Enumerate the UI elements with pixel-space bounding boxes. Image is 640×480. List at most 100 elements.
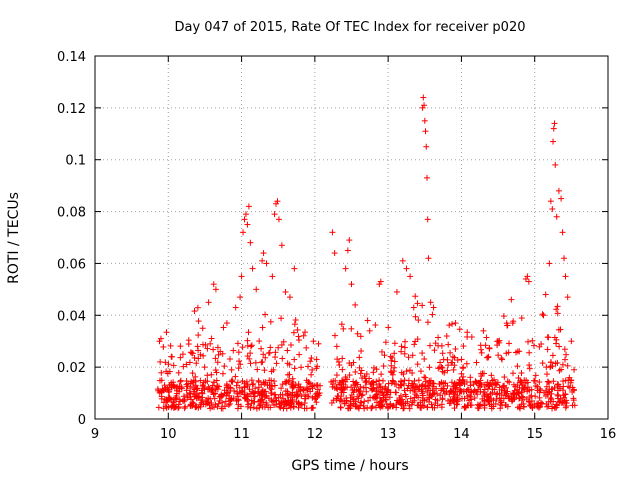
- data-point: [544, 403, 551, 410]
- data-point: [194, 385, 201, 392]
- data-point: [298, 401, 305, 408]
- y-tick-label: 0.02: [57, 361, 86, 376]
- data-point: [411, 377, 418, 384]
- data-point: [248, 400, 255, 407]
- data-point: [244, 221, 251, 228]
- data-point: [286, 377, 293, 384]
- data-point: [307, 358, 314, 365]
- data-point: [568, 338, 575, 345]
- data-point: [501, 374, 508, 381]
- data-point: [182, 403, 189, 410]
- data-point: [562, 391, 569, 398]
- data-point: [278, 315, 285, 322]
- data-point: [257, 397, 264, 404]
- data-point: [258, 389, 265, 396]
- data-point: [398, 343, 405, 350]
- data-point: [201, 364, 208, 371]
- data-point: [547, 364, 554, 371]
- data-point: [481, 391, 488, 398]
- data-point: [518, 379, 525, 386]
- data-point: [427, 299, 434, 306]
- data-point: [460, 373, 467, 380]
- data-point: [499, 356, 506, 363]
- data-point: [561, 346, 568, 353]
- data-point: [238, 389, 245, 396]
- data-point: [314, 363, 321, 370]
- data-point: [203, 398, 210, 405]
- data-point: [476, 402, 483, 409]
- data-point: [426, 342, 433, 349]
- data-point: [200, 352, 207, 359]
- data-point: [197, 397, 204, 404]
- data-point: [342, 265, 349, 272]
- data-point: [393, 288, 400, 295]
- data-point: [348, 384, 355, 391]
- data-point: [373, 366, 380, 373]
- data-point: [156, 377, 163, 384]
- data-point: [439, 350, 446, 357]
- data-point: [229, 377, 236, 384]
- y-tick-label: 0.1: [65, 154, 86, 169]
- data-point: [275, 216, 282, 223]
- data-point: [528, 386, 535, 393]
- data-point: [267, 344, 274, 351]
- data-point: [339, 355, 346, 362]
- data-point: [526, 365, 533, 372]
- data-point: [226, 395, 233, 402]
- data-point: [450, 366, 457, 373]
- data-point: [280, 405, 287, 412]
- data-point: [435, 334, 442, 341]
- data-point: [430, 304, 437, 311]
- data-point: [155, 404, 162, 411]
- data-point: [516, 348, 523, 355]
- data-point: [370, 381, 377, 388]
- data-point: [164, 386, 171, 393]
- data-point: [181, 405, 188, 412]
- data-point: [419, 302, 426, 309]
- data-point: [430, 390, 437, 397]
- data-point: [247, 404, 254, 411]
- data-point: [253, 286, 260, 293]
- data-point: [162, 359, 169, 366]
- data-point: [272, 395, 279, 402]
- data-point: [562, 400, 569, 407]
- data-point: [424, 319, 431, 326]
- data-point: [220, 324, 227, 331]
- data-point: [189, 370, 196, 377]
- data-point: [187, 380, 194, 387]
- data-point: [379, 403, 386, 410]
- data-point: [157, 358, 164, 365]
- data-point: [553, 404, 560, 411]
- data-point: [334, 393, 341, 400]
- data-point: [298, 364, 305, 371]
- data-point: [329, 229, 336, 236]
- data-point: [331, 332, 338, 339]
- data-point: [509, 396, 516, 403]
- data-point: [488, 403, 495, 410]
- data-point: [396, 394, 403, 401]
- data-point: [420, 94, 427, 101]
- data-point: [411, 394, 418, 401]
- data-point: [228, 366, 235, 373]
- data-point: [337, 386, 344, 393]
- data-point: [543, 371, 550, 378]
- data-point: [541, 389, 548, 396]
- data-point: [378, 371, 385, 378]
- data-point: [409, 352, 416, 359]
- data-point: [414, 336, 421, 343]
- data-point: [195, 347, 202, 354]
- data-point: [191, 354, 198, 361]
- data-point: [548, 390, 555, 397]
- data-point: [571, 366, 578, 373]
- data-point: [204, 372, 211, 379]
- data-point: [214, 359, 221, 366]
- data-point: [369, 385, 376, 392]
- data-point: [483, 354, 490, 361]
- data-point: [399, 257, 406, 264]
- data-points: [154, 94, 578, 412]
- data-point: [286, 294, 293, 301]
- data-point: [341, 398, 348, 405]
- data-point: [271, 378, 278, 385]
- data-point: [393, 389, 400, 396]
